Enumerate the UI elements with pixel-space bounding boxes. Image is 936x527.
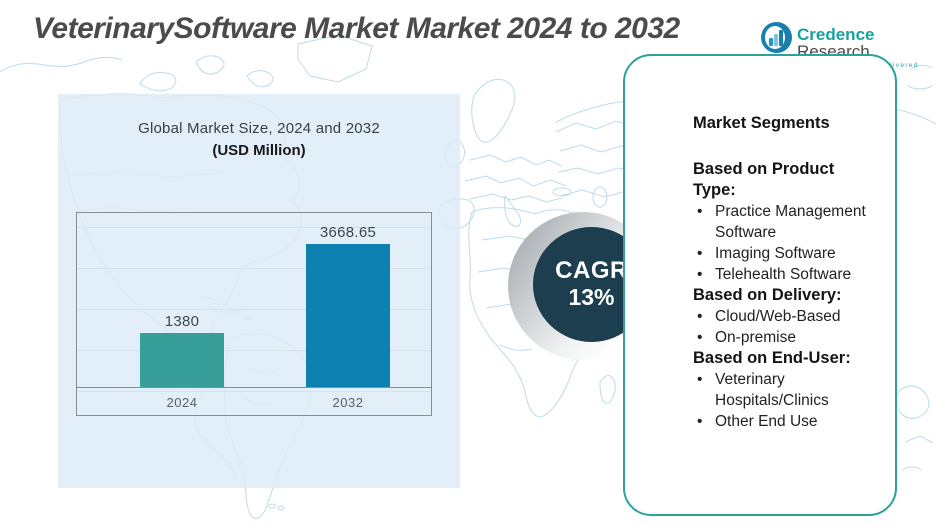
bar-chart-logo-icon bbox=[761, 22, 792, 53]
segment-item: Veterinary Hospitals/Clinics bbox=[693, 369, 879, 411]
bar-2024 bbox=[140, 333, 224, 387]
cagr-label: CAGR bbox=[555, 257, 628, 285]
chart-subtitle: (USD Million) bbox=[212, 142, 306, 159]
bar-tick-label-2032: 2032 bbox=[332, 395, 364, 410]
segments-heading: Market Segments bbox=[693, 114, 830, 132]
segment-item: On-premise bbox=[693, 327, 879, 348]
bar-value-label-2032: 3668.65 bbox=[319, 224, 377, 241]
page-title: VeterinarySoftware Market Market 2024 to… bbox=[33, 12, 680, 45]
segment-group-heading: Based on End-User: bbox=[693, 349, 851, 367]
segment-group-heading: Based on Delivery: bbox=[693, 286, 842, 304]
bar-chart: 1380 3668.65 2024 2032 bbox=[76, 212, 432, 416]
segment-item: Telehealth Software bbox=[693, 264, 879, 285]
segment-item: Other End Use bbox=[693, 411, 879, 432]
bar-2032 bbox=[306, 244, 390, 387]
bar-group-2024: 1380 bbox=[140, 313, 224, 387]
chart-title: Global Market Size, 2024 and 2032 bbox=[138, 120, 380, 137]
segment-list-end-user: Veterinary Hospitals/ClinicsOther End Us… bbox=[693, 369, 879, 432]
brand-name-primary: Credence bbox=[797, 25, 875, 44]
segment-list-delivery: Cloud/Web-BasedOn-premise bbox=[693, 306, 879, 348]
segment-group-product-type: Based on Product Type: Practice Manageme… bbox=[693, 159, 879, 285]
bar-group-2032: 3668.65 bbox=[306, 224, 390, 387]
segment-list-product-type: Practice Management SoftwareImaging Soft… bbox=[693, 201, 879, 285]
segment-group-heading: Based on Product Type: bbox=[693, 160, 835, 199]
market-segments-panel: Market Segments Based on Product Type: P… bbox=[623, 54, 897, 516]
bar-tick-label-2024: 2024 bbox=[166, 395, 198, 410]
segment-group-end-user: Based on End-User: Veterinary Hospitals/… bbox=[693, 348, 879, 432]
segment-item: Imaging Software bbox=[693, 243, 879, 264]
segment-item: Practice Management Software bbox=[693, 201, 879, 243]
market-size-chart-panel: Global Market Size, 2024 and 2032 (USD M… bbox=[58, 94, 460, 488]
segment-item: Cloud/Web-Based bbox=[693, 306, 879, 327]
cagr-value: 13% bbox=[568, 284, 615, 311]
segment-group-delivery: Based on Delivery: Cloud/Web-BasedOn-pre… bbox=[693, 285, 879, 348]
chart-baseline bbox=[77, 387, 431, 388]
bar-value-label-2024: 1380 bbox=[164, 313, 200, 330]
